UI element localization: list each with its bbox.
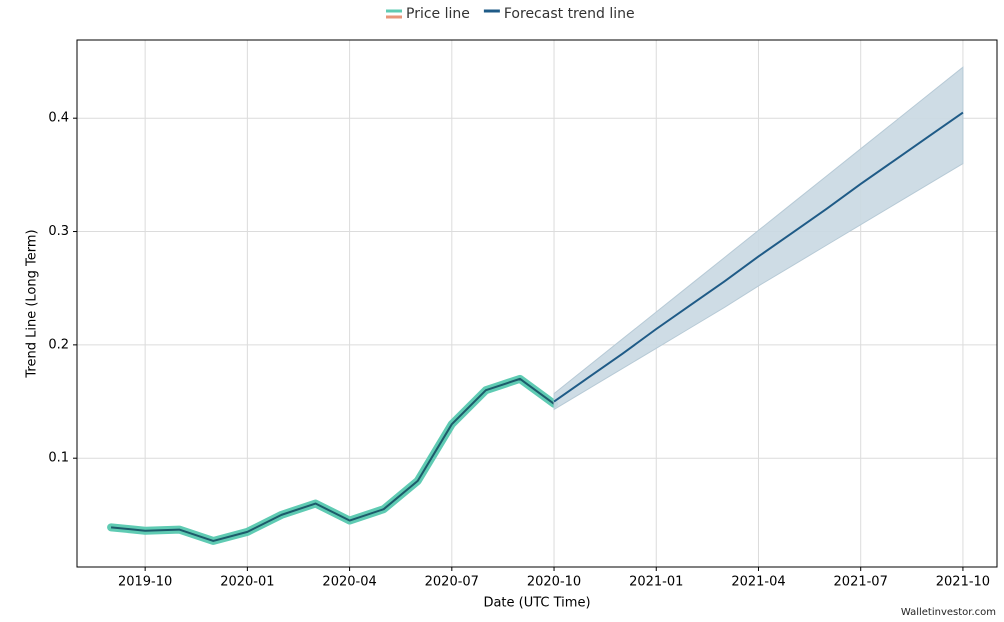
legend-label: Forecast trend line [504, 6, 635, 22]
watermark: Walletinvestor.com [901, 607, 996, 618]
x-tick-label: 2021-10 [936, 575, 990, 590]
y-tick-label: 0.4 [48, 111, 69, 126]
price-line-core [110, 377, 555, 542]
x-tick-label: 2021-07 [834, 575, 888, 590]
x-tick-label: 2020-01 [220, 575, 274, 590]
plot-frame [76, 39, 998, 568]
x-tick-label: 2020-10 [527, 575, 581, 590]
x-axis-label: Date (UTC Time) [483, 596, 590, 611]
x-tick-label: 2021-04 [731, 575, 785, 590]
y-tick-label: 0.2 [48, 337, 69, 352]
x-tick-label: 2019-10 [118, 575, 172, 590]
y-tick-label: 0.3 [48, 224, 69, 239]
x-tick-label: 2021-01 [629, 575, 683, 590]
forecast-band [553, 66, 964, 411]
y-axis-label: Trend Line (Long Term) [25, 229, 40, 378]
legend-label: Price line [406, 6, 470, 22]
x-tick-label: 2020-04 [322, 575, 376, 590]
price-line [107, 374, 559, 545]
x-tick-label: 2020-07 [425, 575, 479, 590]
forecast-line [553, 111, 964, 403]
y-tick-label: 0.1 [48, 451, 69, 466]
